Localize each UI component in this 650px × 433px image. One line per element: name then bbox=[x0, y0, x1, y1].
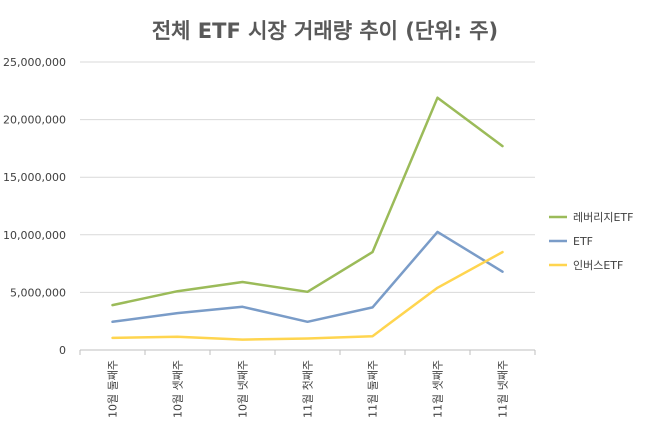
x-tick-label: 11월 둘째주 bbox=[367, 360, 380, 418]
y-tick-label: 25,000,000 bbox=[3, 56, 66, 69]
chart-title: 전체 ETF 시장 거래량 추이 (단위: 주) bbox=[152, 19, 498, 43]
legend-label: 레버리지ETF bbox=[573, 211, 633, 224]
y-tick-label: 20,000,000 bbox=[3, 114, 66, 127]
x-tick-label: 10월 둘째주 bbox=[107, 360, 120, 418]
x-tick-label: 11월 셋째주 bbox=[432, 360, 445, 418]
legend: 레버리지ETF ETF 인버스ETF bbox=[549, 211, 633, 272]
y-axis-tick-labels: 0 5,000,000 10,000,000 15,000,000 20,000,000… bbox=[3, 56, 66, 357]
legend-label: ETF bbox=[573, 235, 593, 248]
legend-label: 인버스ETF bbox=[573, 259, 623, 272]
x-axis-tick-labels: 10월 둘째주 10월 셋째주 10월 넷째주 11월 첫째주 11월 둘째주 11월 셋… bbox=[107, 360, 510, 418]
series-line bbox=[111, 230, 504, 324]
x-tick-label: 11월 넷째주 bbox=[497, 360, 510, 418]
series-line bbox=[111, 96, 504, 307]
gridlines bbox=[79, 61, 536, 355]
series-line bbox=[111, 250, 504, 341]
y-tick-label: 10,000,000 bbox=[3, 229, 66, 242]
series-lines bbox=[111, 96, 504, 341]
x-tick-label: 10월 셋째주 bbox=[172, 360, 185, 418]
x-tick-label: 11월 첫째주 bbox=[302, 360, 315, 418]
x-tick-label: 10월 넷째주 bbox=[237, 360, 250, 418]
y-tick-label: 15,000,000 bbox=[3, 171, 66, 184]
y-tick-label: 0 bbox=[59, 344, 66, 357]
y-tick-label: 5,000,000 bbox=[10, 286, 66, 299]
